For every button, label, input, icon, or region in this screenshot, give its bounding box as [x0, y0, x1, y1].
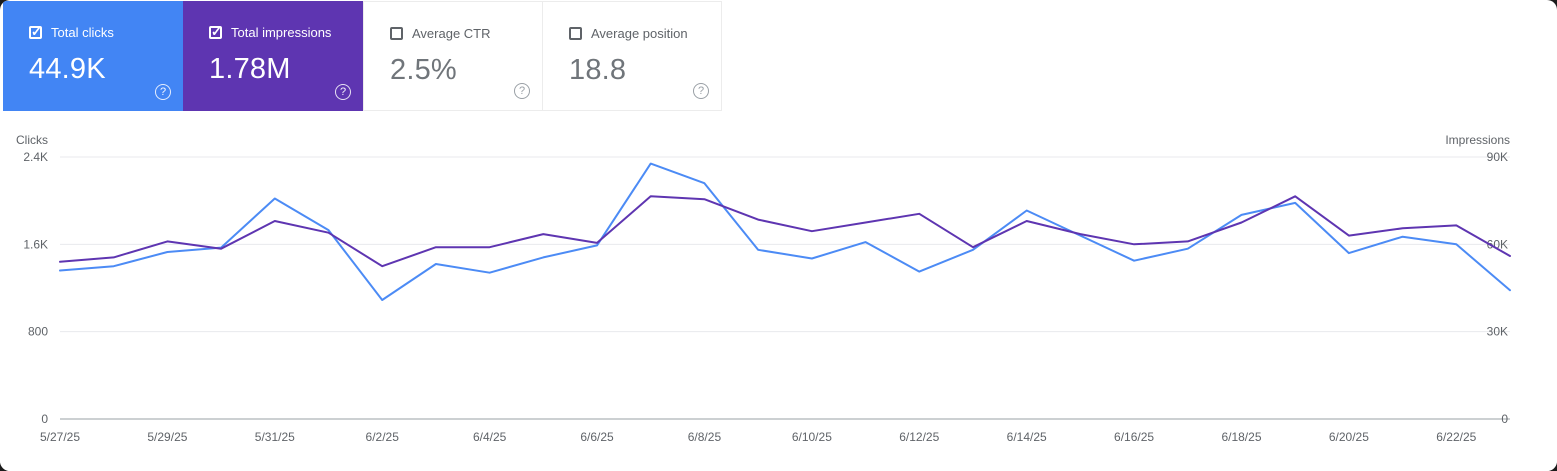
- metric-value: 18.8: [569, 54, 627, 86]
- total-clicks-checkbox-icon[interactable]: [29, 24, 42, 40]
- metric-value: 44.9K: [29, 53, 106, 85]
- metric-card-total-clicks[interactable]: Total clicks 44.9K: [3, 1, 183, 111]
- svg-text:2.4K: 2.4K: [23, 150, 48, 164]
- average-position-checkbox-icon[interactable]: [569, 27, 582, 40]
- svg-text:6/8/25: 6/8/25: [688, 430, 722, 444]
- metric-label: Total impressions: [231, 25, 332, 40]
- performance-line-chart[interactable]: 0 800 1.6K 2.4K 0 30K 60K 90K Clicks Impressions 5…: [0, 111, 1557, 471]
- metric-card-header: Total clicks: [3, 1, 183, 40]
- svg-text:5/29/25: 5/29/25: [147, 430, 187, 444]
- svg-text:0: 0: [1501, 412, 1508, 426]
- svg-text:30K: 30K: [1487, 325, 1508, 339]
- clicks-impressions-chart-canvas[interactable]: 0 800 1.6K 2.4K 0 30K 60K 90K Clicks Impressions 5…: [0, 111, 1557, 471]
- svg-text:Clicks: Clicks: [16, 133, 48, 147]
- metric-card-header: Average CTR: [364, 2, 542, 41]
- help-icon[interactable]: [155, 84, 171, 100]
- help-icon[interactable]: [335, 84, 351, 100]
- svg-text:6/2/25: 6/2/25: [366, 430, 400, 444]
- svg-text:6/4/25: 6/4/25: [473, 430, 507, 444]
- metric-label: Total clicks: [51, 25, 114, 40]
- help-icon[interactable]: [693, 83, 709, 99]
- svg-text:6/22/25: 6/22/25: [1436, 430, 1476, 444]
- metric-card-total-impressions[interactable]: Total impressions 1.78M: [183, 1, 363, 111]
- metric-value: 1.78M: [209, 53, 291, 85]
- svg-text:6/14/25: 6/14/25: [1007, 430, 1047, 444]
- svg-text:90K: 90K: [1487, 150, 1508, 164]
- svg-text:6/18/25: 6/18/25: [1221, 430, 1261, 444]
- svg-text:5/31/25: 5/31/25: [255, 430, 295, 444]
- total-impressions-checkbox-icon[interactable]: [209, 24, 222, 40]
- metric-label: Average CTR: [412, 26, 491, 41]
- svg-text:60K: 60K: [1487, 237, 1508, 251]
- svg-text:800: 800: [28, 325, 48, 339]
- average-ctr-checkbox-icon[interactable]: [390, 27, 403, 40]
- metric-card-average-position[interactable]: Average position 18.8: [542, 1, 722, 111]
- metric-card-average-ctr[interactable]: Average CTR 2.5%: [363, 1, 543, 111]
- svg-text:6/16/25: 6/16/25: [1114, 430, 1154, 444]
- help-icon[interactable]: [514, 83, 530, 99]
- metric-cards-row: Total clicks 44.9K Total impressions 1.7…: [0, 0, 1557, 111]
- svg-text:6/6/25: 6/6/25: [580, 430, 614, 444]
- svg-text:1.6K: 1.6K: [23, 237, 48, 251]
- svg-text:6/10/25: 6/10/25: [792, 430, 832, 444]
- svg-text:Impressions: Impressions: [1445, 133, 1510, 147]
- svg-text:5/27/25: 5/27/25: [40, 430, 80, 444]
- metric-label: Average position: [591, 26, 688, 41]
- svg-text:0: 0: [41, 412, 48, 426]
- svg-text:6/20/25: 6/20/25: [1329, 430, 1369, 444]
- svg-text:6/12/25: 6/12/25: [899, 430, 939, 444]
- metric-card-header: Total impressions: [183, 1, 363, 40]
- metric-value: 2.5%: [390, 54, 457, 86]
- metric-card-header: Average position: [543, 2, 721, 41]
